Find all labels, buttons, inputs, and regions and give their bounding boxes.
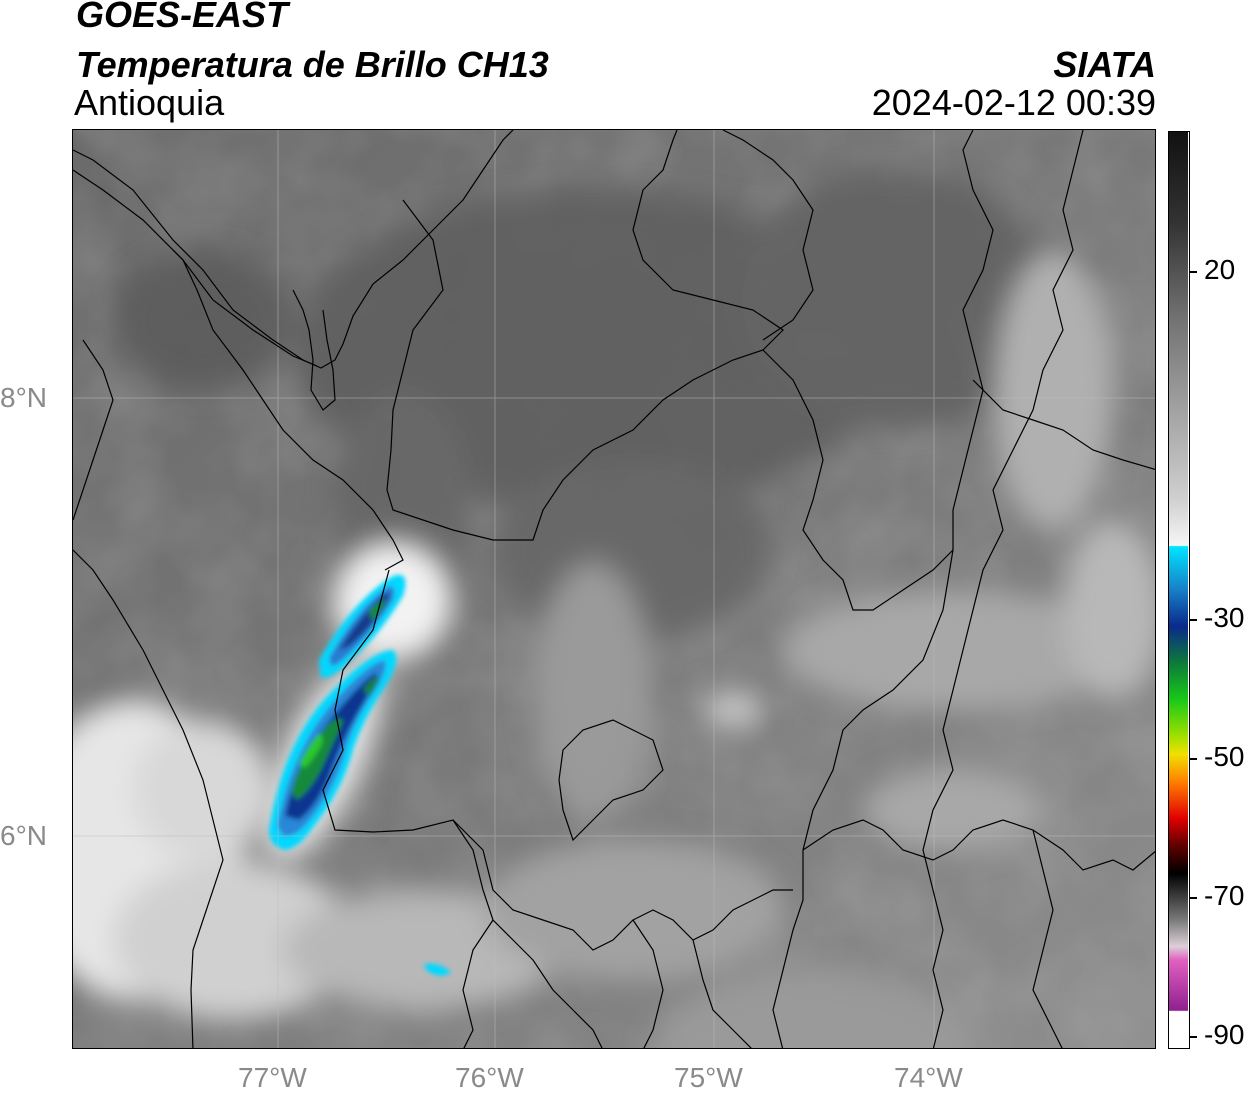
colorbar-tick <box>1189 1036 1197 1038</box>
satellite-map <box>72 129 1156 1049</box>
colorbar-tick <box>1189 758 1197 760</box>
political-boundaries <box>73 130 1155 1048</box>
colorbar-label-minus90: -90 <box>1204 1019 1245 1050</box>
colorbar-tick <box>1189 619 1197 621</box>
satellite-title: GOES-EAST <box>76 0 289 35</box>
lat-label-8n: 8°N <box>0 382 47 413</box>
map-gridlines <box>73 130 1155 1048</box>
colorbar-label-minus50: -50 <box>1204 741 1245 772</box>
product-title: Temperatura de Brillo CH13 <box>76 44 549 85</box>
colorbar-label-minus30: -30 <box>1204 602 1245 633</box>
organization-label: SIATA <box>1053 44 1156 85</box>
brightness-temperature-image <box>73 130 1155 1048</box>
lat-label-6n: 6°N <box>0 820 47 851</box>
lon-label-75w: 75°W <box>674 1062 743 1093</box>
colorbar-tick <box>1189 897 1197 899</box>
lon-label-74w: 74°W <box>894 1062 963 1093</box>
colorbar-tick <box>1189 271 1197 273</box>
datetime-label: 2024-02-12 00:39 <box>871 82 1156 123</box>
temperature-colorbar <box>1168 131 1190 1049</box>
region-title: Antioquia <box>74 82 225 123</box>
lon-label-77w: 77°W <box>238 1062 307 1093</box>
colorbar-label-minus70: -70 <box>1204 880 1245 911</box>
colorbar-label-20: 20 <box>1204 254 1236 285</box>
lon-label-76w: 76°W <box>455 1062 524 1093</box>
